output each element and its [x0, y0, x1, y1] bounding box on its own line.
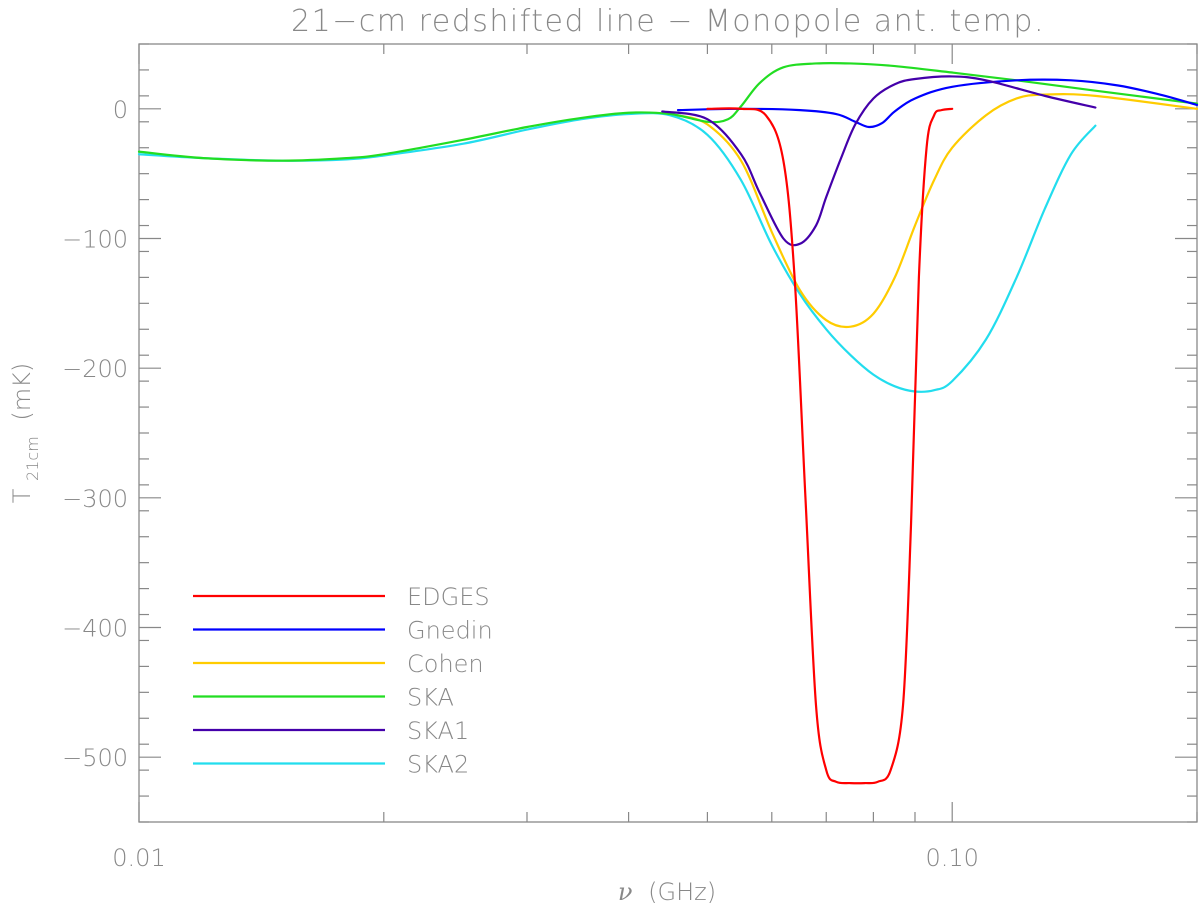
x-tick-label: 0.01	[112, 844, 165, 872]
y-tick-label: −500	[62, 744, 128, 772]
x-axis-unit: (GHz)	[648, 878, 716, 906]
y-axis-label: T 21cm (mK)	[8, 363, 44, 504]
y-axis-unit: (mK)	[8, 363, 36, 421]
y-axis-main: T	[8, 488, 36, 503]
series-line-edges	[706, 107, 954, 785]
y-tick-label: −100	[62, 226, 128, 254]
x-axis-label: ν (GHz)	[618, 878, 716, 906]
legend-label-gnedin: Gnedin	[407, 617, 493, 645]
x-axis-symbol: ν	[618, 878, 633, 906]
legend-label-ska: SKA	[407, 684, 454, 712]
y-tick-label: −400	[62, 615, 128, 643]
series-line-gnedin	[676, 78, 1199, 129]
axis-ticks	[138, 43, 1198, 823]
y-axis-subscript: 21cm	[23, 436, 42, 481]
chart-title: 21−cm redshifted line − Monopole ant. te…	[291, 4, 1045, 39]
legend: EDGES Gnedin Cohen SKA SKA1 SKA2	[193, 583, 493, 779]
legend-label-edges: EDGES	[407, 583, 490, 611]
y-tick-labels: 0 −100 −200 −300 −400 −500	[62, 96, 128, 772]
series-line-ska2	[137, 112, 1097, 393]
series-line-ska1	[661, 75, 1097, 247]
y-tick-label: 0	[113, 96, 128, 124]
x-tick-label: 0.10	[925, 844, 978, 872]
legend-label-ska1: SKA1	[407, 717, 469, 745]
legend-label-ska2: SKA2	[407, 751, 469, 779]
series-lines	[137, 61, 1199, 785]
series-line-cohen	[676, 93, 1199, 329]
y-tick-label: −300	[62, 485, 128, 513]
series-line-ska	[137, 61, 1199, 162]
x-tick-labels: 0.01 0.10	[112, 844, 979, 872]
legend-label-cohen: Cohen	[407, 650, 484, 678]
y-tick-label: −200	[62, 355, 128, 383]
